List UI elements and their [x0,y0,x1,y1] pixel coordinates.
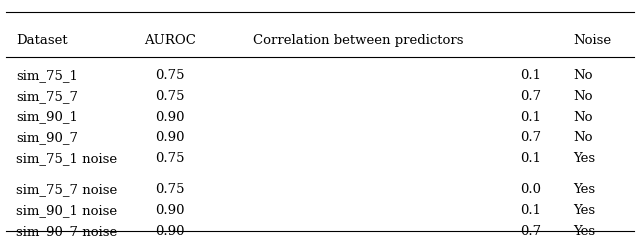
Text: AUROC: AUROC [143,34,196,47]
Text: 0.7: 0.7 [520,90,541,103]
Text: No: No [573,131,592,144]
Text: 0.90: 0.90 [155,131,184,144]
Text: 0.1: 0.1 [520,110,541,124]
Text: 0.75: 0.75 [155,152,184,165]
Text: sim_90_1 noise: sim_90_1 noise [16,204,117,217]
Text: sim_90_7 noise: sim_90_7 noise [16,225,117,236]
Text: 0.75: 0.75 [155,183,184,196]
Text: No: No [573,90,592,103]
Text: Noise: Noise [573,34,611,47]
Text: Yes: Yes [573,204,595,217]
Text: No: No [573,69,592,82]
Text: Correlation between predictors: Correlation between predictors [253,34,463,47]
Text: 0.7: 0.7 [520,225,541,236]
Text: 0.1: 0.1 [520,152,541,165]
Text: sim_75_7 noise: sim_75_7 noise [16,183,117,196]
Text: sim_90_1: sim_90_1 [16,110,78,124]
Text: sim_75_1: sim_75_1 [16,69,78,82]
Text: 0.1: 0.1 [520,204,541,217]
Text: 0.90: 0.90 [155,110,184,124]
Text: Yes: Yes [573,225,595,236]
Text: sim_90_7: sim_90_7 [16,131,78,144]
Text: sim_75_7: sim_75_7 [16,90,78,103]
Text: No: No [573,110,592,124]
Text: 0.75: 0.75 [155,69,184,82]
Text: 0.90: 0.90 [155,204,184,217]
Text: Yes: Yes [573,183,595,196]
Text: 0.75: 0.75 [155,90,184,103]
Text: Dataset: Dataset [16,34,68,47]
Text: 0.90: 0.90 [155,225,184,236]
Text: sim_75_1 noise: sim_75_1 noise [16,152,117,165]
Text: 0.1: 0.1 [520,69,541,82]
Text: 0.0: 0.0 [520,183,541,196]
Text: 0.7: 0.7 [520,131,541,144]
Text: Yes: Yes [573,152,595,165]
